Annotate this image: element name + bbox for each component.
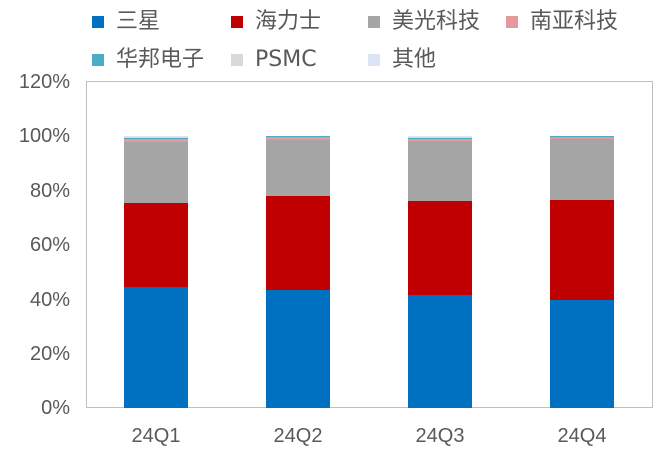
bar-24q2 [266,135,330,408]
bar-segment-4 [550,136,614,137]
x-tick-24q2: 24Q2 [273,425,323,447]
bar-segment-5 [408,137,472,138]
bar-segment-1 [266,196,330,290]
bar-segment-5 [124,137,188,138]
bar-segment-2 [550,138,614,200]
bar-segment-0 [550,299,614,408]
bar-segment-1 [408,201,472,295]
plot-area [86,81,653,408]
bar-segment-4 [124,138,188,139]
bar-segment-1 [124,202,188,288]
legend-label-others: 其他 [392,47,437,72]
bar-segment-5 [266,135,330,137]
y-tick-20: 20% [29,343,70,365]
bar-segment-4 [408,137,472,139]
bar-segment-4 [266,136,330,138]
legend-swatch-skhynix [231,16,243,28]
bar-segment-5 [550,135,614,137]
y-tick-80: 80% [29,180,70,202]
legend-item-micron: 美光科技 [368,10,480,34]
bar-segment-0 [408,294,472,408]
y-tick-60: 60% [29,234,70,256]
x-tick-24q1: 24Q1 [131,425,181,447]
y-tick-120: 120% [18,71,70,93]
bar-segment-3 [124,138,188,143]
legend-swatch-psmc [231,54,243,66]
bar-segment-0 [266,289,330,408]
bar-24q1 [124,135,188,408]
legend-swatch-nanya [506,16,518,28]
bar-24q4 [550,135,614,408]
legend-swatch-winbond [92,54,104,66]
bar-segment-3 [550,136,614,139]
legend-item-samsung: 三星 [92,10,160,34]
bar-segment-6 [124,135,188,138]
legend-item-nanya: 南亚科技 [506,10,618,34]
legend-swatch-others [368,54,380,66]
legend-item-winbond: 华邦电子 [92,48,204,72]
y-tick-100: 100% [18,125,70,147]
legend-label-psmc: PSMC [255,47,317,72]
legend-label-samsung: 三星 [116,9,161,34]
legend-label-skhynix: 海力士 [255,9,322,34]
x-tick-24q3: 24Q3 [415,425,465,447]
bar-segment-2 [124,142,188,203]
bar-segment-2 [266,140,330,197]
y-tick-40: 40% [29,289,70,311]
legend-item-skhynix: 海力士 [231,10,321,34]
bar-24q3 [408,135,472,408]
legend-label-nanya: 南亚科技 [530,9,619,34]
x-tick-24q4: 24Q4 [557,425,607,447]
legend-swatch-samsung [92,16,104,28]
legend-label-micron: 美光科技 [392,9,481,34]
legend-item-psmc: PSMC [231,48,317,72]
bar-segment-0 [124,287,188,408]
y-tick-0: 0% [41,397,70,419]
legend-swatch-micron [368,16,380,28]
legend-item-others: 其他 [368,48,436,72]
legend-label-winbond: 华邦电子 [116,47,205,72]
bar-segment-3 [266,137,330,141]
bar-segment-2 [408,140,472,202]
bar-segment-1 [550,199,614,300]
bar-segment-3 [408,138,472,141]
bar-segment-6 [408,135,472,138]
